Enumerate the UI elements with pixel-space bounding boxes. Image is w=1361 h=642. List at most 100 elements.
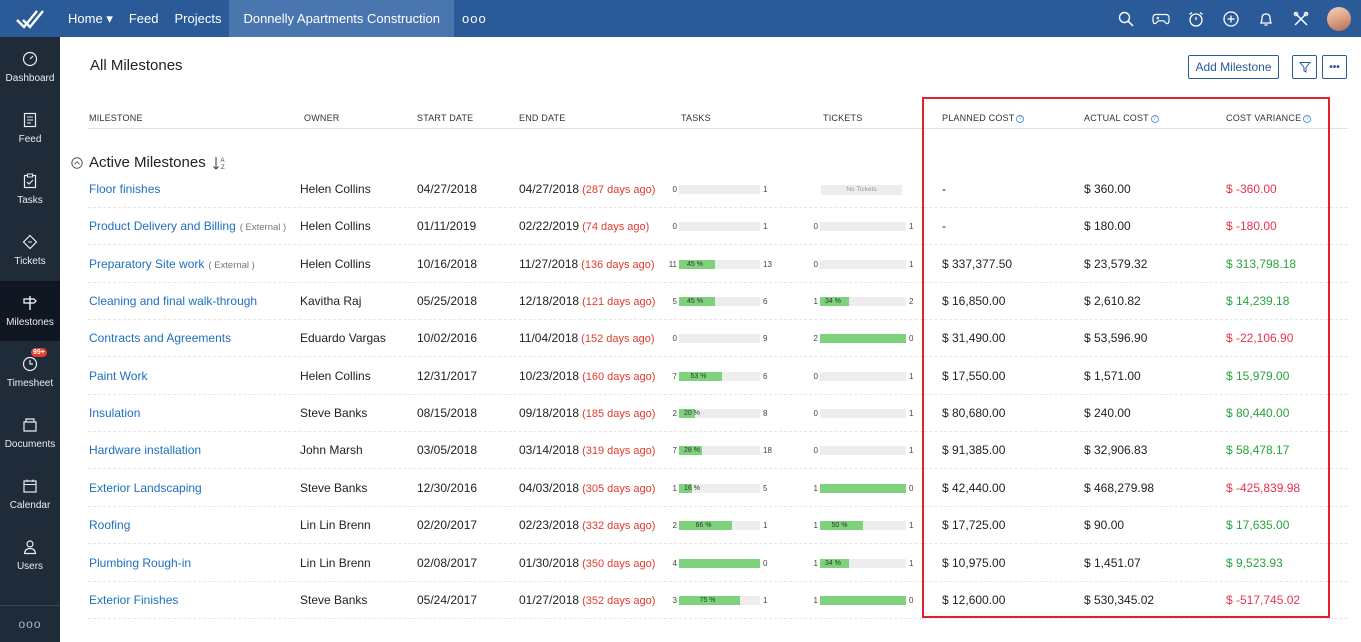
tickets-open-count[interactable]: 0 bbox=[813, 222, 818, 232]
tasks-open-count[interactable]: 0 bbox=[672, 222, 677, 232]
tasks-closed-count[interactable]: 5 bbox=[763, 483, 768, 493]
tasks-closed-count[interactable]: 1 bbox=[763, 185, 768, 194]
tickets-closed-count[interactable]: 1 bbox=[909, 446, 914, 456]
milestone-name-link[interactable]: Insulation bbox=[89, 395, 144, 432]
milestone-name-link[interactable]: Contracts and Agreements bbox=[89, 320, 235, 357]
owner-name[interactable]: Helen Collins bbox=[300, 368, 371, 383]
sidebar-item-dashboard[interactable]: Dashboard bbox=[0, 37, 60, 97]
tasks-closed-count[interactable]: 13 bbox=[763, 259, 772, 269]
owner-name[interactable]: Eduardo Vargas bbox=[300, 331, 386, 346]
app-logo-icon[interactable] bbox=[0, 0, 60, 37]
table-row[interactable]: Contracts and Agreements Eduardo Vargas … bbox=[88, 320, 1348, 358]
sidebar-item-users[interactable]: Users bbox=[0, 525, 60, 585]
timer-icon[interactable] bbox=[1187, 10, 1205, 28]
column-header-actual-cost[interactable]: ACTUAL COST? bbox=[1084, 113, 1159, 123]
owner-name[interactable]: Helen Collins bbox=[300, 182, 371, 196]
column-header-cost-variance[interactable]: COST VARIANCE? bbox=[1226, 113, 1312, 123]
tasks-closed-count[interactable]: 9 bbox=[763, 334, 768, 344]
tickets-open-count[interactable]: 2 bbox=[813, 334, 818, 344]
tickets-open-count[interactable]: 1 bbox=[813, 483, 818, 493]
tickets-open-count[interactable]: 0 bbox=[813, 409, 818, 419]
tools-icon[interactable] bbox=[1292, 10, 1310, 28]
user-avatar[interactable] bbox=[1327, 6, 1351, 31]
milestone-name-link[interactable]: Hardware installation bbox=[89, 432, 205, 469]
column-header-end-date[interactable]: END DATE bbox=[519, 113, 566, 123]
sort-icon[interactable]: AZ bbox=[212, 155, 228, 171]
tasks-open-count[interactable]: 2 bbox=[672, 409, 677, 419]
tickets-closed-count[interactable]: 1 bbox=[909, 409, 914, 419]
sidebar-item-calendar[interactable]: Calendar bbox=[0, 464, 60, 524]
sidebar-item-milestones[interactable]: Milestones bbox=[0, 281, 60, 341]
tasks-closed-count[interactable]: 18 bbox=[763, 446, 772, 456]
tickets-closed-count[interactable]: 2 bbox=[909, 297, 914, 307]
search-icon[interactable] bbox=[1117, 10, 1135, 28]
tasks-closed-count[interactable]: 6 bbox=[763, 297, 768, 307]
sidebar-item-tickets[interactable]: Tickets bbox=[0, 220, 60, 280]
tasks-open-count[interactable]: 0 bbox=[672, 185, 677, 194]
column-header-tickets[interactable]: TICKETS bbox=[823, 113, 863, 123]
owner-name[interactable]: Steve Banks bbox=[300, 480, 368, 495]
tickets-closed-count[interactable]: 0 bbox=[909, 334, 914, 344]
tasks-closed-count[interactable]: 6 bbox=[763, 371, 768, 381]
table-row[interactable]: Hardware installation John Marsh 03/05/2… bbox=[88, 432, 1348, 470]
sidebar-more-icon[interactable]: ooo bbox=[0, 605, 60, 642]
tickets-closed-count[interactable]: 1 bbox=[909, 371, 914, 381]
tickets-open-count[interactable]: 1 bbox=[813, 595, 818, 605]
column-header-planned-cost[interactable]: PLANNED COST? bbox=[942, 113, 1025, 123]
column-header-start-date[interactable]: START DATE bbox=[417, 113, 474, 123]
tasks-closed-count[interactable]: 1 bbox=[763, 222, 768, 232]
current-project-tab[interactable]: Donnelly Apartments Construction bbox=[229, 0, 454, 37]
table-row[interactable]: Exterior Finishes Steve Banks 05/24/2017… bbox=[88, 582, 1348, 619]
help-icon[interactable]: ? bbox=[1016, 115, 1025, 123]
milestone-name-link[interactable]: Cleaning and final walk-through bbox=[89, 283, 261, 320]
tasks-open-count[interactable]: 3 bbox=[672, 595, 677, 605]
tickets-open-count[interactable]: 0 bbox=[813, 259, 818, 269]
owner-name[interactable]: Lin Lin Brenn bbox=[300, 518, 371, 533]
tasks-open-count[interactable]: 5 bbox=[672, 297, 677, 307]
table-row[interactable]: Paint Work Helen Collins 12/31/2017 10/2… bbox=[88, 358, 1348, 395]
milestone-name-link[interactable]: Floor finishes bbox=[89, 171, 164, 208]
tickets-open-count[interactable]: 1 bbox=[813, 297, 818, 307]
help-icon[interactable]: ? bbox=[1303, 115, 1312, 123]
table-row[interactable]: Insulation Steve Banks 08/15/2018 09/18/… bbox=[88, 395, 1348, 433]
milestone-name-link[interactable]: Plumbing Rough-in bbox=[89, 545, 195, 582]
table-row[interactable]: Floor finishes Helen Collins 04/27/2018 … bbox=[88, 171, 1348, 208]
more-options-button[interactable]: ••• bbox=[1322, 55, 1347, 79]
tasks-open-count[interactable]: 7 bbox=[672, 371, 677, 381]
tasks-closed-count[interactable]: 1 bbox=[763, 595, 768, 605]
tasks-open-count[interactable]: 11 bbox=[668, 259, 677, 269]
nav-projects[interactable]: Projects bbox=[174, 11, 222, 26]
sidebar-item-timesheet[interactable]: 99+ Timesheet bbox=[0, 342, 60, 402]
sidebar-item-tasks[interactable]: Tasks bbox=[0, 159, 60, 219]
owner-name[interactable]: Helen Collins bbox=[300, 256, 371, 271]
milestone-name-link[interactable]: Exterior Finishes bbox=[89, 582, 182, 619]
tickets-open-count[interactable]: 1 bbox=[813, 521, 818, 531]
milestone-name-link[interactable]: Exterior Landscaping bbox=[89, 470, 206, 507]
tasks-closed-count[interactable]: 8 bbox=[763, 409, 768, 419]
tasks-closed-count[interactable]: 1 bbox=[763, 521, 768, 531]
nav-home[interactable]: Home ▾ bbox=[68, 11, 113, 26]
nav-feed[interactable]: Feed bbox=[128, 11, 159, 26]
sidebar-item-feed[interactable]: Feed bbox=[0, 98, 60, 158]
help-icon[interactable]: ? bbox=[1150, 115, 1159, 123]
tasks-open-count[interactable]: 0 bbox=[672, 334, 677, 344]
bell-icon[interactable] bbox=[1257, 10, 1275, 28]
gamepad-icon[interactable] bbox=[1152, 10, 1170, 28]
owner-name[interactable]: Steve Banks bbox=[300, 406, 368, 421]
tickets-closed-count[interactable]: 0 bbox=[909, 483, 914, 493]
tickets-closed-count[interactable]: 1 bbox=[909, 222, 914, 232]
collapse-icon[interactable] bbox=[71, 156, 83, 169]
column-header-tasks[interactable]: TASKS bbox=[681, 113, 711, 123]
filter-button[interactable] bbox=[1292, 55, 1317, 79]
milestone-name-link[interactable]: Roofing bbox=[89, 507, 134, 544]
table-row[interactable]: Product Delivery and Billing( External )… bbox=[88, 208, 1348, 246]
table-row[interactable]: Preparatory Site work( External ) Helen … bbox=[88, 246, 1348, 283]
table-row[interactable]: Plumbing Rough-in Lin Lin Brenn 02/08/20… bbox=[88, 545, 1348, 582]
add-circle-icon[interactable] bbox=[1222, 10, 1240, 28]
tasks-closed-count[interactable]: 0 bbox=[763, 558, 768, 568]
owner-name[interactable]: Kavitha Raj bbox=[300, 294, 362, 309]
more-nav-icon[interactable]: ooo bbox=[462, 11, 487, 26]
tickets-closed-count[interactable]: 1 bbox=[909, 521, 914, 531]
tasks-open-count[interactable]: 7 bbox=[672, 446, 677, 456]
column-header-milestone[interactable]: MILESTONE bbox=[89, 113, 143, 123]
